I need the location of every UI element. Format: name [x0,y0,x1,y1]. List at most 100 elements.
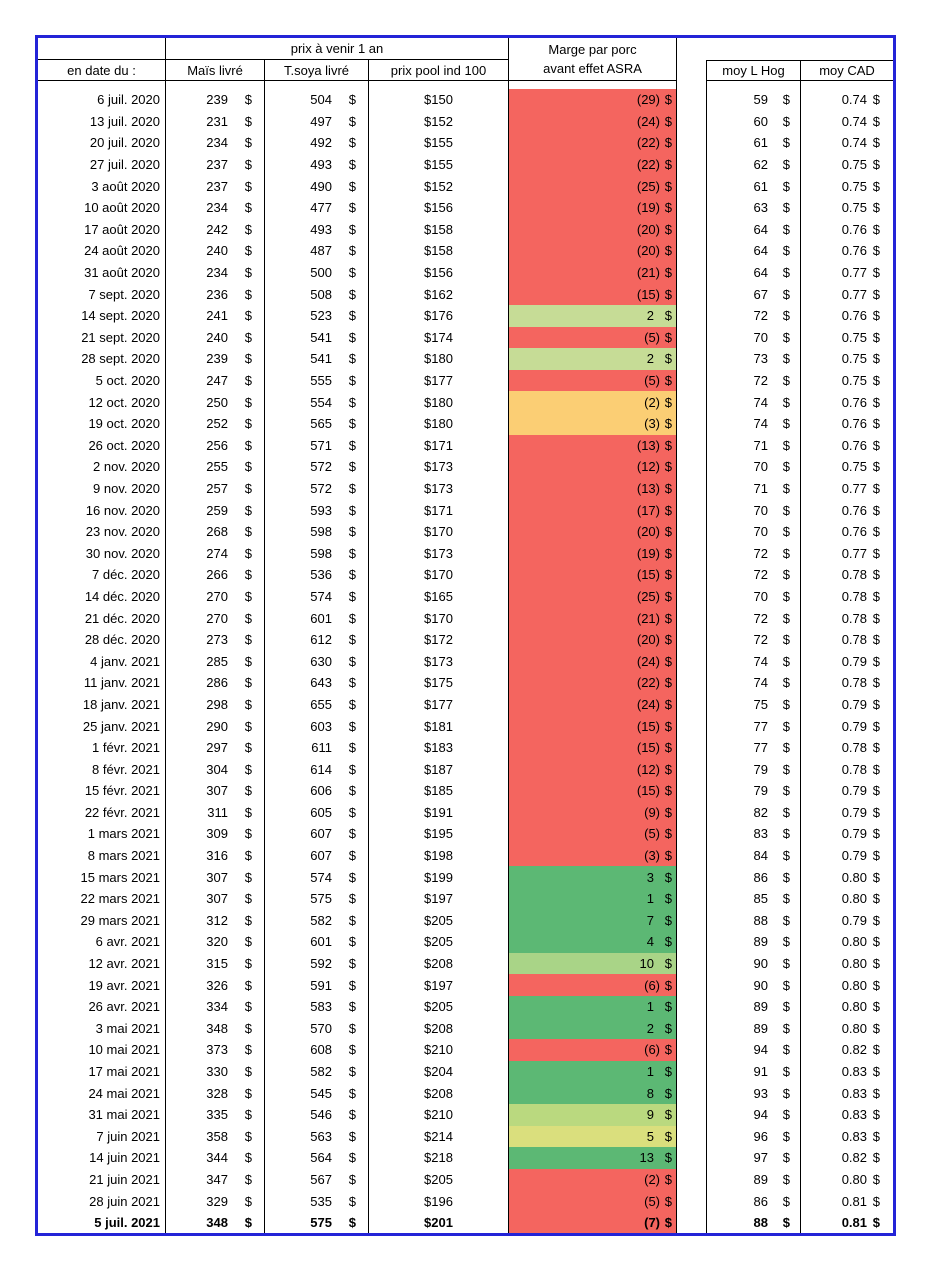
marge-value: (20) [636,632,660,648]
soya-value: 655 [310,696,332,712]
dollar-sign: $ [348,351,356,367]
date-value: 3 mai 2021 [95,1020,160,1036]
cell-moy-cad: 0.76 $ [801,391,893,413]
dollar-sign: $ [872,113,880,129]
dollar-sign: $ [244,999,252,1015]
date-value: 1 mars 2021 [87,826,160,842]
dollar-sign: $ [782,502,790,518]
cell-gap [677,111,706,133]
cell-prix-pool: $205 [369,1168,509,1191]
cell-moy-cad: 0.80 $ [801,1169,893,1191]
cell-marge: 1 $ [509,995,677,1018]
cell-gap [677,521,706,543]
cell-moy-cad: 0.78 $ [801,629,893,651]
pool-value: $185 [424,783,453,799]
date-value: 1 févr. 2021 [92,740,160,756]
dollar-sign: $ [872,826,880,842]
dollar-sign: $ [348,632,356,648]
mais-value: 344 [206,1150,228,1166]
hog-value: 91 [753,1064,768,1080]
hog-value: 70 [753,329,768,345]
marge-value: (15) [636,783,660,799]
cell-marge: (5) $ [509,369,677,392]
date-value: 21 déc. 2020 [84,610,160,626]
cell-marge: (15) $ [509,736,677,759]
cell-gap [677,694,706,716]
dollar-sign: $ [872,286,880,302]
header-date-blank [38,38,166,60]
dollar-sign: $ [348,848,356,864]
hog-value: 94 [753,1107,768,1123]
hog-value: 88 [753,1215,768,1231]
pool-value: $208 [424,1020,453,1036]
cell-tsoya-livre: 545 $ [265,1082,369,1104]
cell-moy-l-hog: 94 $ [706,1039,801,1061]
cell-gap [677,910,706,932]
dollar-sign: $ [348,502,356,518]
mais-value: 234 [206,135,228,151]
header-marge-par-porc: Marge par porc avant effet ASRA [509,38,677,81]
dollar-sign: $ [348,1042,356,1058]
cell-mais-livre: 270 $ [166,607,265,629]
mais-value: 304 [206,761,228,777]
mais-value: 252 [206,416,228,432]
cell-moy-l-hog: 82 $ [706,801,801,824]
dollar-sign: $ [782,783,790,799]
cell-date: 29 mars 2021 [38,909,166,932]
dollar-sign: $ [348,1128,356,1144]
soya-value: 492 [310,135,332,151]
cell-prix-pool: $152 [369,175,509,197]
cell-moy-cad: 0.80 $ [801,996,893,1018]
dollar-sign: $ [782,416,790,432]
cell-marge: (5) $ [509,326,677,349]
cell-gap [677,974,706,996]
cell-moy-l-hog: 88 $ [706,1211,801,1234]
cell-date: 21 juin 2021 [38,1168,166,1191]
hog-value: 96 [753,1128,768,1144]
dollar-sign: $ [872,1193,880,1209]
dollar-sign: $ [872,178,880,194]
date-value: 24 août 2020 [84,243,160,259]
soya-value: 612 [310,632,332,648]
dollar-sign: $ [664,848,672,864]
cell-gap [677,370,706,392]
pool-value: $162 [424,286,453,302]
cell-moy-l-hog: 91 $ [706,1060,801,1083]
dollar-sign: $ [782,1042,790,1058]
cell-tsoya-livre: 567 $ [265,1168,369,1191]
dollar-sign: $ [782,524,790,540]
cell-moy-cad: 0.79 $ [801,845,893,867]
pool-value: $199 [424,869,453,885]
dollar-sign: $ [872,632,880,648]
dollar-sign: $ [782,437,790,453]
cell-moy-cad: 0.75 $ [801,456,893,478]
cell-mais-livre: 237 $ [166,175,265,197]
mais-value: 240 [206,329,228,345]
dollar-sign: $ [244,351,252,367]
cell-moy-cad: 0.79 $ [801,715,893,737]
hog-value: 67 [753,286,768,302]
cell-date: 11 janv. 2021 [38,672,166,694]
cell-prix-pool: $180 [369,391,509,413]
dollar-sign: $ [244,588,252,604]
cell-prix-pool: $177 [369,693,509,716]
cad-value: 0.81 [841,1193,867,1209]
cell-tsoya-livre: 630 $ [265,650,369,673]
dollar-sign: $ [782,178,790,194]
cell-moy-l-hog: 64 $ [706,218,801,241]
cell-date: 3 août 2020 [38,175,166,197]
cell-prix-pool: $172 [369,628,509,651]
cell-moy-l-hog: 89 $ [706,1017,801,1040]
cell-moy-l-hog: 84 $ [706,844,801,867]
dollar-sign: $ [664,804,672,820]
hog-value: 70 [753,524,768,540]
cell-prix-pool: $187 [369,758,509,780]
cell-prix-pool: $174 [369,326,509,349]
dollar-sign: $ [348,200,356,216]
dollar-sign: $ [782,761,790,777]
hog-value: 97 [753,1150,768,1166]
dollar-sign: $ [664,761,672,777]
cad-value: 0.78 [841,567,867,583]
marge-value: (6) [644,977,660,993]
pool-value: $152 [424,113,453,129]
